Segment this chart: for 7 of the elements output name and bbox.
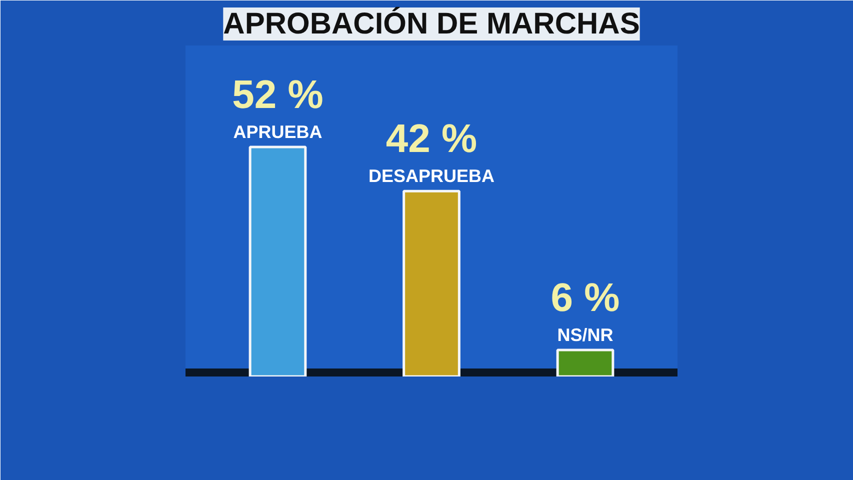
x-tick-label: NS/NR	[557, 325, 614, 346]
data-label: 52 %	[232, 73, 324, 118]
data-label: 6 %	[550, 276, 620, 320]
x-tick-label: DESAPRUEBA	[368, 166, 495, 186]
chart-title: APROBACIÓN DE MARCHAS	[223, 6, 640, 40]
x-tick-label: APRUEBA	[233, 122, 322, 142]
data-label: 42 %	[386, 117, 478, 162]
